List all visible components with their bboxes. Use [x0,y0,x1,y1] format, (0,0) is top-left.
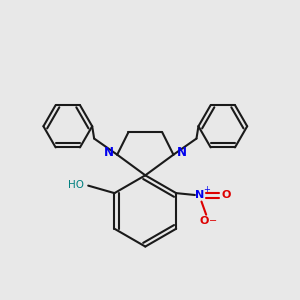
Text: HO: HO [68,180,85,190]
Text: N: N [103,146,113,159]
Text: N: N [177,146,187,159]
Text: +: + [203,185,210,194]
Text: O: O [221,190,230,200]
Text: N: N [195,190,204,200]
Text: −: − [209,216,217,226]
Text: O: O [200,216,209,226]
